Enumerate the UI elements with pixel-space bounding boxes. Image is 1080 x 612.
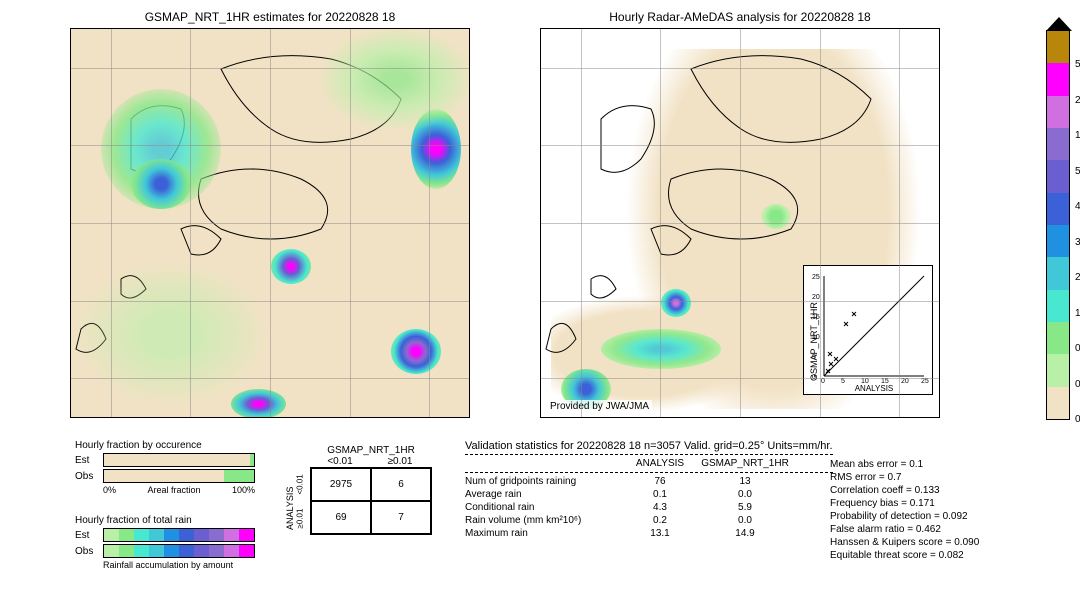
right-map-panel: Hourly Radar-AMeDAS analysis for 2022082… bbox=[540, 10, 940, 418]
inset-scatter-svg: ANALYSIS bbox=[804, 266, 934, 396]
totalrain-panel: Hourly fraction of total rain Est Obs Ra… bbox=[75, 515, 255, 570]
left-map-area: 125°E130°E135°E140°E145°E25°N30°N35°N40°… bbox=[70, 28, 470, 418]
left-map-title: GSMAP_NRT_1HR estimates for 20220828 18 bbox=[70, 10, 470, 24]
precip-haze bbox=[71, 259, 271, 409]
occurrence-est-bar bbox=[103, 453, 255, 467]
stats-title: Validation statistics for 20220828 18 n=… bbox=[465, 440, 833, 452]
right-map-title: Hourly Radar-AMeDAS analysis for 2022082… bbox=[540, 10, 940, 24]
stats-h2: GSMAP_NRT_1HR bbox=[695, 458, 795, 469]
est-label: Est bbox=[75, 455, 103, 466]
totalrain-obs-bar bbox=[103, 544, 255, 558]
cont-col1: <0.01 bbox=[310, 456, 370, 467]
occ-xmid: Areal fraction bbox=[116, 485, 232, 495]
cont-cell: 6 bbox=[371, 468, 431, 501]
occ-xleft: 0% bbox=[103, 485, 116, 495]
precip-blob bbox=[271, 249, 311, 284]
occurrence-obs-bar bbox=[103, 469, 255, 483]
figure-container: GSMAP_NRT_1HR estimates for 20220828 18 … bbox=[0, 0, 1080, 612]
cont-row2: ≥0.01 bbox=[296, 508, 305, 528]
totalrain-title: Hourly fraction of total rain bbox=[75, 515, 255, 526]
cont-row1: <0.01 bbox=[296, 474, 305, 494]
precip-blob bbox=[761, 204, 791, 229]
precip-blob bbox=[391, 329, 441, 374]
colorbar-arrow-icon bbox=[1046, 17, 1072, 31]
left-map-panel: GSMAP_NRT_1HR estimates for 20220828 18 … bbox=[70, 10, 470, 418]
cont-col2: ≥0.01 bbox=[370, 456, 430, 467]
stats-table: Validation statistics for 20220828 18 n=… bbox=[465, 440, 833, 540]
precip-blob bbox=[661, 289, 691, 317]
inset-scatter: ANALYSIS GSMAP_NRT_1HR 00551010151520202… bbox=[803, 265, 933, 395]
tr-est-label: Est bbox=[75, 530, 103, 541]
stats-h1: ANALYSIS bbox=[625, 458, 695, 469]
inset-xlabel: ANALYSIS bbox=[855, 384, 894, 393]
cont-cell: 2975 bbox=[311, 468, 371, 501]
cont-cell: 69 bbox=[311, 501, 371, 534]
totalrain-est-bar bbox=[103, 528, 255, 542]
bottom-panel: Hourly fraction by occurence Est Obs 0% … bbox=[10, 440, 1070, 610]
right-map-area: Provided by JWA/JMA ANALYSIS bbox=[540, 28, 940, 418]
tr-obs-label: Obs bbox=[75, 546, 103, 557]
contingency-panel: GSMAP_NRT_1HR <0.01 ≥0.01 <0.01 ≥0.01 29… bbox=[290, 445, 432, 535]
occurrence-title: Hourly fraction by occurence bbox=[75, 440, 255, 451]
obs-label: Obs bbox=[75, 471, 103, 482]
contingency-grid: 2975 6 69 7 bbox=[310, 467, 432, 535]
contingency-header: GSMAP_NRT_1HR bbox=[310, 445, 432, 456]
validation-metrics: Mean abs error = 0.1RMS error = 0.7Corre… bbox=[830, 458, 979, 562]
cont-axis-label: ANALYSIS bbox=[285, 470, 295, 530]
occ-xright: 100% bbox=[232, 485, 255, 495]
colorbar: 502510543210.50.010 bbox=[1046, 30, 1070, 420]
precip-haze bbox=[321, 29, 470, 129]
totalrain-caption: Rainfall accumulation by amount bbox=[103, 560, 255, 570]
attribution-label: Provided by JWA/JMA bbox=[547, 400, 652, 413]
cont-cell: 7 bbox=[371, 501, 431, 534]
precip-blob bbox=[131, 159, 191, 209]
occurrence-panel: Hourly fraction by occurence Est Obs 0% … bbox=[75, 440, 255, 495]
